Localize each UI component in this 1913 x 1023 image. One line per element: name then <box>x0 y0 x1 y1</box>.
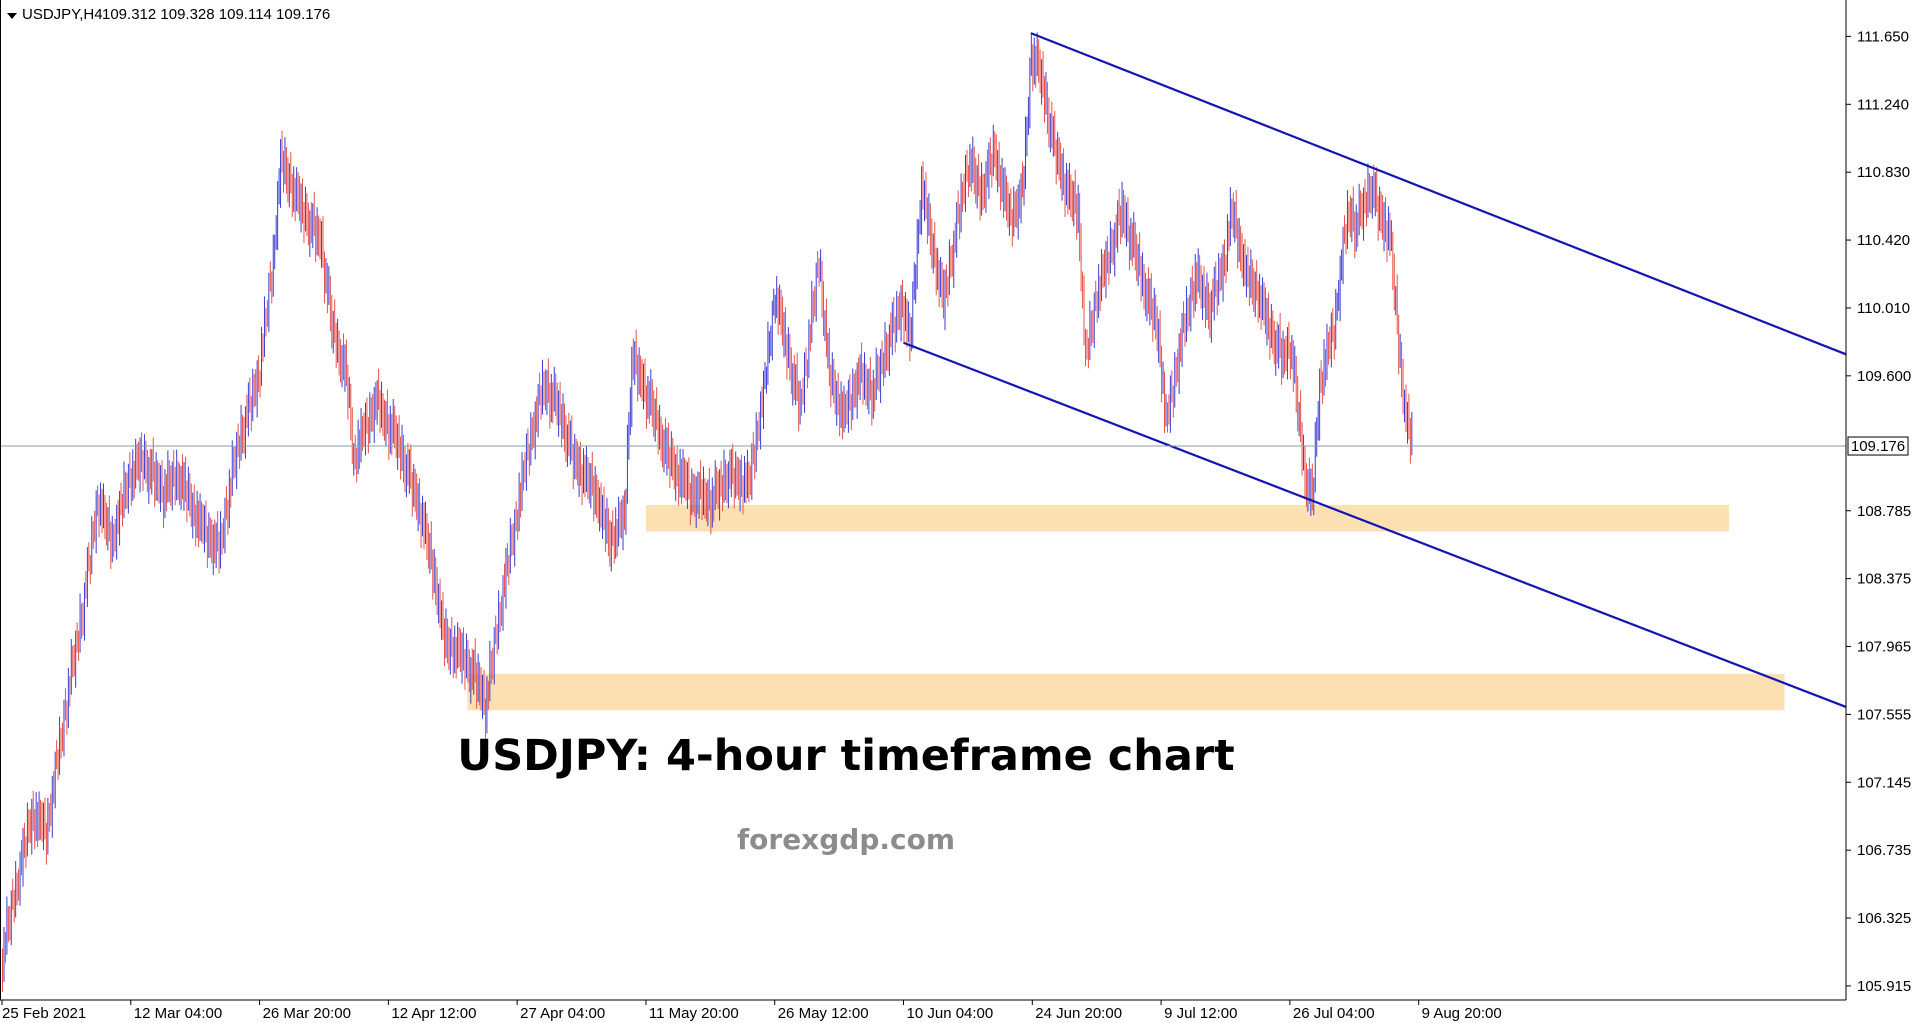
support-zone <box>467 673 1785 711</box>
time-tick-label: 12 Mar 04:00 <box>134 1005 222 1022</box>
price-tick-label: 110.010 <box>1857 300 1910 317</box>
svg-text:109.176: 109.176 <box>1851 438 1905 455</box>
price-tick-label: 106.325 <box>1857 910 1911 927</box>
time-tick-label: 10 Jun 04:00 <box>907 1005 994 1022</box>
price-tick-label: 108.785 <box>1857 503 1911 520</box>
ohlc-values: 109.312 109.328 109.114 109.176 <box>102 6 330 23</box>
candle-series <box>2 32 1413 992</box>
price-tick-label: 107.965 <box>1857 639 1911 656</box>
price-tick-label: 107.555 <box>1857 706 1911 723</box>
price-tick-label: 111.650 <box>1857 28 1909 45</box>
channel-trendline <box>903 341 1847 708</box>
time-tick-label: 26 Mar 20:00 <box>263 1005 351 1022</box>
price-tick-label: 110.420 <box>1857 232 1910 249</box>
time-tick-label: 25 Feb 2021 <box>2 1005 86 1022</box>
time-tick-label: 24 Jun 20:00 <box>1035 1005 1122 1022</box>
price-tick-label: 107.145 <box>1857 774 1911 791</box>
symbol-label: USDJPY,H4 <box>22 6 103 23</box>
price-tick-label: 108.375 <box>1857 571 1911 588</box>
price-tick-label: 111.240 <box>1857 96 1909 113</box>
time-tick-label: 11 May 20:00 <box>649 1005 739 1022</box>
dropdown-triangle-icon[interactable] <box>7 13 17 19</box>
time-tick-label: 26 Jul 04:00 <box>1293 1005 1375 1022</box>
price-axis[interactable]: 111.650 111.240 110.830 110.420 110.010 109.6… <box>1846 28 1911 995</box>
support-zone <box>645 504 1729 532</box>
support-zones <box>467 504 1785 711</box>
time-tick-label: 9 Jul 12:00 <box>1164 1005 1237 1022</box>
time-tick-label: 27 Apr 04:00 <box>520 1005 605 1022</box>
channel-trendline <box>1030 32 1847 356</box>
time-tick-label: 26 May 12:00 <box>778 1005 869 1022</box>
price-tick-label: 105.915 <box>1857 978 1911 995</box>
time-tick-label: 9 Aug 20:00 <box>1422 1005 1502 1022</box>
channel-lines[interactable] <box>903 32 1847 708</box>
price-tick-label: 109.600 <box>1857 368 1911 385</box>
price-tick-label: 106.735 <box>1857 842 1911 859</box>
chart-header: USDJPY,H4 109.312 109.328 109.114 109.17… <box>7 6 330 23</box>
price-tick-label: 110.830 <box>1857 164 1910 181</box>
time-axis[interactable]: 25 Feb 2021 12 Mar 04:00 26 Mar 20:00 12 Ap… <box>1 1000 1502 1022</box>
time-tick-label: 12 Apr 12:00 <box>391 1005 476 1022</box>
site-watermark: forexgdp.com <box>737 823 955 856</box>
chart-caption-title: USDJPY: 4-hour timeframe chart <box>457 731 1234 781</box>
current-price-label: 109.176 <box>1847 436 1909 456</box>
